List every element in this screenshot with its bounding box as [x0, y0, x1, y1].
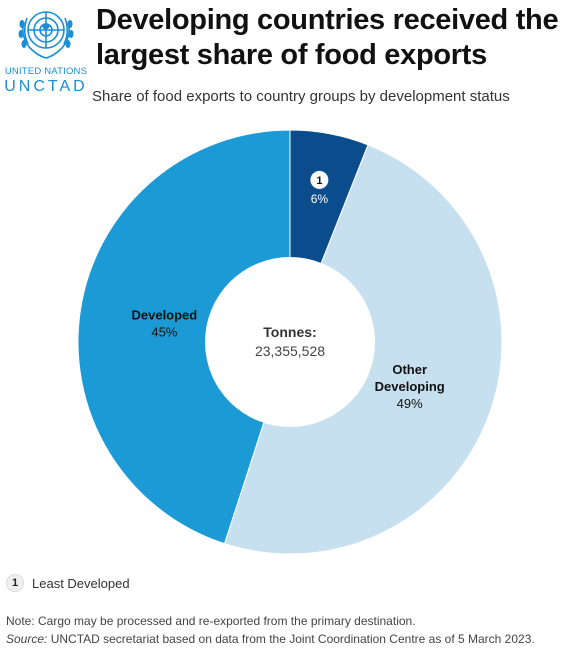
slice-value-1: 6%: [311, 192, 329, 206]
slice-label-2: Developing: [375, 379, 445, 394]
unctad-logo: UNITED NATIONS UNCTAD: [4, 2, 88, 98]
center-value: 23,355,528: [255, 343, 325, 359]
slice-3: [77, 129, 291, 545]
slice-label-3: Developed: [131, 308, 197, 323]
slice-value-3: 45%: [151, 325, 177, 340]
org-acronym: UNCTAD: [4, 78, 88, 95]
slice-label-2: Other: [392, 362, 427, 377]
slice-labels-group: 1 6% Other Developing 49% Developed 45%: [131, 170, 445, 411]
source-label: Source:: [6, 632, 48, 646]
legend-badge: 1: [6, 574, 24, 592]
chart-subtitle: Share of food exports to country groups …: [92, 88, 510, 105]
donut-chart-svg: Tonnes: 23,355,528 1 6% Other Developing 49%…: [77, 129, 503, 555]
un-emblem-icon: [18, 11, 74, 59]
donut-hole: [205, 257, 375, 427]
legend: 1 Least Developed: [6, 574, 130, 592]
slice-badge: [310, 170, 329, 189]
center-label: Tonnes:: [263, 324, 316, 340]
source-text: UNCTAD secretariat based on data from th…: [47, 632, 535, 646]
page-title: Developing countries received the larges…: [96, 4, 559, 71]
footnote: Note: Cargo may be processed and re-expo…: [6, 614, 416, 628]
donut-chart: Tonnes: 23,355,528 1 6% Other Developing 49%…: [0, 110, 580, 570]
source-line: Source: UNCTAD secretariat based on data…: [6, 632, 535, 646]
legend-label: Least Developed: [32, 575, 130, 591]
org-name: UNITED NATIONS: [4, 66, 88, 77]
slice-value-2: 49%: [397, 396, 423, 411]
slice-label-1: 1: [316, 175, 322, 187]
